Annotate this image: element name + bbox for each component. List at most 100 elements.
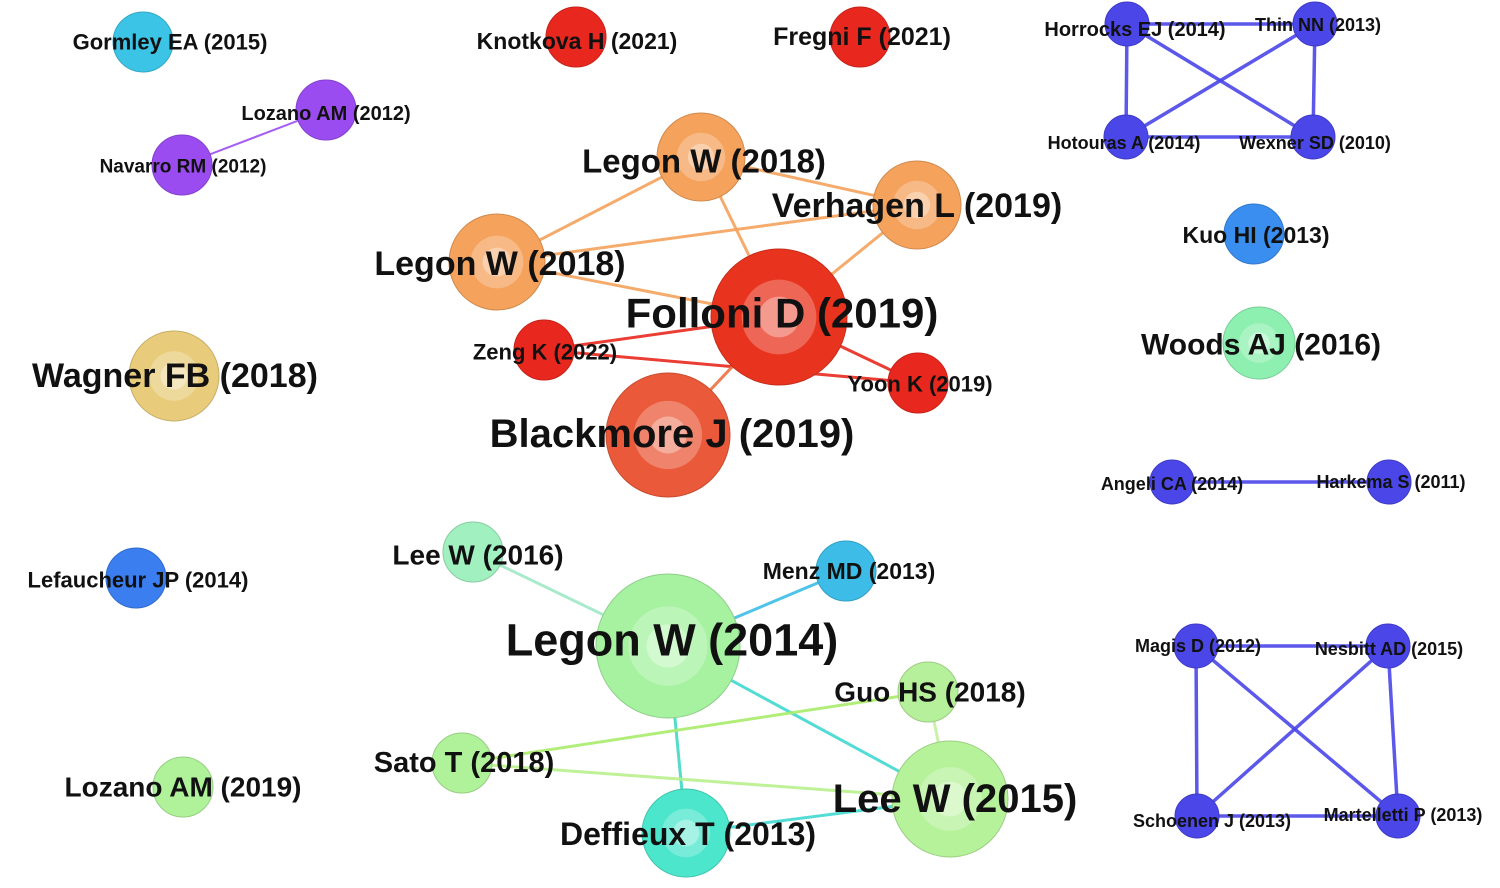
node-label-menz2013: Menz MD (2013) — [763, 558, 936, 584]
node-label-blackmore2019: Blackmore J (2019) — [490, 412, 855, 456]
node-circle — [897, 661, 959, 723]
node-gormley2015[interactable] — [112, 11, 174, 73]
node-circle — [295, 79, 357, 141]
node-legon2018a[interactable] — [656, 112, 746, 202]
node-label-kuo2013: Kuo HI (2013) — [1183, 222, 1330, 248]
node-label-yoon2019: Yoon K (2019) — [847, 372, 992, 397]
node-label-angeli2014: Angeli CA (2014) — [1101, 474, 1243, 494]
node-wexner2010[interactable] — [1290, 114, 1336, 160]
node-lozano2019[interactable] — [152, 756, 214, 818]
node-label-legon2018a: Legon W (2018) — [582, 143, 826, 180]
node-circle — [1173, 623, 1219, 669]
node-knotkova2021[interactable] — [545, 6, 607, 68]
node-core — [482, 247, 512, 277]
node-core — [646, 624, 690, 668]
node-core — [687, 143, 715, 171]
node-zeng2022[interactable] — [513, 319, 575, 381]
node-circle — [887, 352, 949, 414]
node-circle — [1103, 114, 1149, 160]
node-hotouras2014[interactable] — [1103, 114, 1149, 160]
node-circle — [1149, 459, 1195, 505]
edge-thin2013-hotouras2014 — [1124, 22, 1317, 139]
node-circle — [442, 521, 504, 583]
node-circle — [1104, 1, 1150, 47]
node-horrocks2014[interactable] — [1104, 1, 1150, 47]
node-circle — [431, 732, 493, 794]
node-label-woods2016: Woods AJ (2016) — [1141, 329, 1381, 362]
node-circle — [1365, 623, 1411, 669]
node-label-lefaucheur2014: Lefaucheur JP (2014) — [28, 568, 249, 593]
node-label-zeng2022: Zeng K (2022) — [473, 340, 617, 365]
edge-nesbitt2015-martelletti2013 — [1386, 644, 1400, 818]
node-label-legon2014: Legon W (2014) — [506, 615, 839, 666]
node-circle — [513, 319, 575, 381]
node-woods2016[interactable] — [1222, 306, 1296, 380]
node-circle — [1290, 114, 1336, 160]
node-folloni2019[interactable] — [710, 248, 848, 386]
node-label-fregni2021: Fregni F (2021) — [773, 23, 951, 51]
node-circle — [1223, 203, 1285, 265]
edge-magis2012-martelletti2013 — [1194, 644, 1400, 818]
node-lee2015[interactable] — [891, 740, 1009, 858]
node-core — [932, 781, 968, 817]
node-magis2012[interactable] — [1173, 623, 1219, 669]
edge-magis2012-schoenen2013 — [1194, 644, 1199, 818]
node-martelletti2013[interactable] — [1375, 793, 1421, 839]
node-label-magis2012: Magis D (2012) — [1135, 636, 1261, 656]
node-core — [1248, 332, 1270, 354]
node-harkema2011[interactable] — [1366, 459, 1412, 505]
node-lee2016[interactable] — [442, 521, 504, 583]
node-circle — [152, 756, 214, 818]
node-deffieux2013[interactable] — [641, 788, 731, 878]
node-label-harkema2011: Harkema S (2011) — [1316, 472, 1465, 492]
node-guo2018[interactable] — [897, 661, 959, 723]
node-circle — [1174, 793, 1220, 839]
node-lefaucheur2014[interactable] — [105, 547, 167, 609]
node-label-guo2018: Guo HS (2018) — [834, 677, 1025, 708]
edge-nesbitt2015-schoenen2013 — [1195, 644, 1390, 818]
node-label-folloni2019: Folloni D (2019) — [626, 290, 939, 337]
node-label-horrocks2014: Horrocks EJ (2014) — [1044, 19, 1225, 41]
node-label-gormley2015: Gormley EA (2015) — [73, 30, 268, 55]
node-sato2018[interactable] — [431, 732, 493, 794]
node-nesbitt2015[interactable] — [1365, 623, 1411, 669]
edge-sato2018-lee2015 — [460, 761, 952, 801]
node-yoon2019[interactable] — [887, 352, 949, 414]
node-angeli2014[interactable] — [1149, 459, 1195, 505]
node-circle — [1292, 1, 1338, 47]
node-circle — [151, 134, 213, 196]
node-label-martelletti2013: Martelletti P (2013) — [1324, 805, 1483, 825]
node-circle — [545, 6, 607, 68]
node-thin2013[interactable] — [1292, 1, 1338, 47]
node-core — [160, 362, 188, 390]
node-menz2013[interactable] — [815, 540, 877, 602]
node-label-nesbitt2015: Nesbitt AD (2015) — [1315, 639, 1463, 659]
node-label-schoenen2013: Schoenen J (2013) — [1133, 811, 1291, 831]
node-lozano2012[interactable] — [295, 79, 357, 141]
node-label-thin2013: Thin NN (2013) — [1255, 15, 1381, 35]
edge-legon2018b-verhagen2019 — [495, 203, 919, 264]
node-circle — [1366, 459, 1412, 505]
node-wagner2018[interactable] — [128, 330, 220, 422]
node-label-legon2018b: Legon W (2018) — [374, 245, 625, 283]
node-legon2014[interactable] — [595, 573, 741, 719]
node-label-lozano2019: Lozano AM (2019) — [65, 772, 302, 803]
node-label-lozano2012: Lozano AM (2012) — [241, 103, 410, 125]
node-fregni2021[interactable] — [829, 6, 891, 68]
node-kuo2013[interactable] — [1223, 203, 1285, 265]
node-label-navarro2012: Navarro RM (2012) — [100, 157, 267, 178]
node-core — [903, 191, 931, 219]
node-label-verhagen2019: Verhagen L (2019) — [772, 187, 1062, 225]
labels-layer: Gormley EA (2015) Knotkova H (2021) Fregni… — [28, 15, 1483, 852]
node-legon2018b[interactable] — [448, 213, 546, 311]
node-circle — [815, 540, 877, 602]
node-label-lee2015: Lee W (2015) — [833, 777, 1078, 821]
node-label-wagner2018: Wagner FB (2018) — [32, 357, 318, 395]
node-schoenen2013[interactable] — [1174, 793, 1220, 839]
node-navarro2012[interactable] — [151, 134, 213, 196]
node-core — [649, 416, 687, 454]
node-blackmore2019[interactable] — [605, 372, 731, 498]
node-verhagen2019[interactable] — [872, 160, 962, 250]
node-circle — [105, 547, 167, 609]
